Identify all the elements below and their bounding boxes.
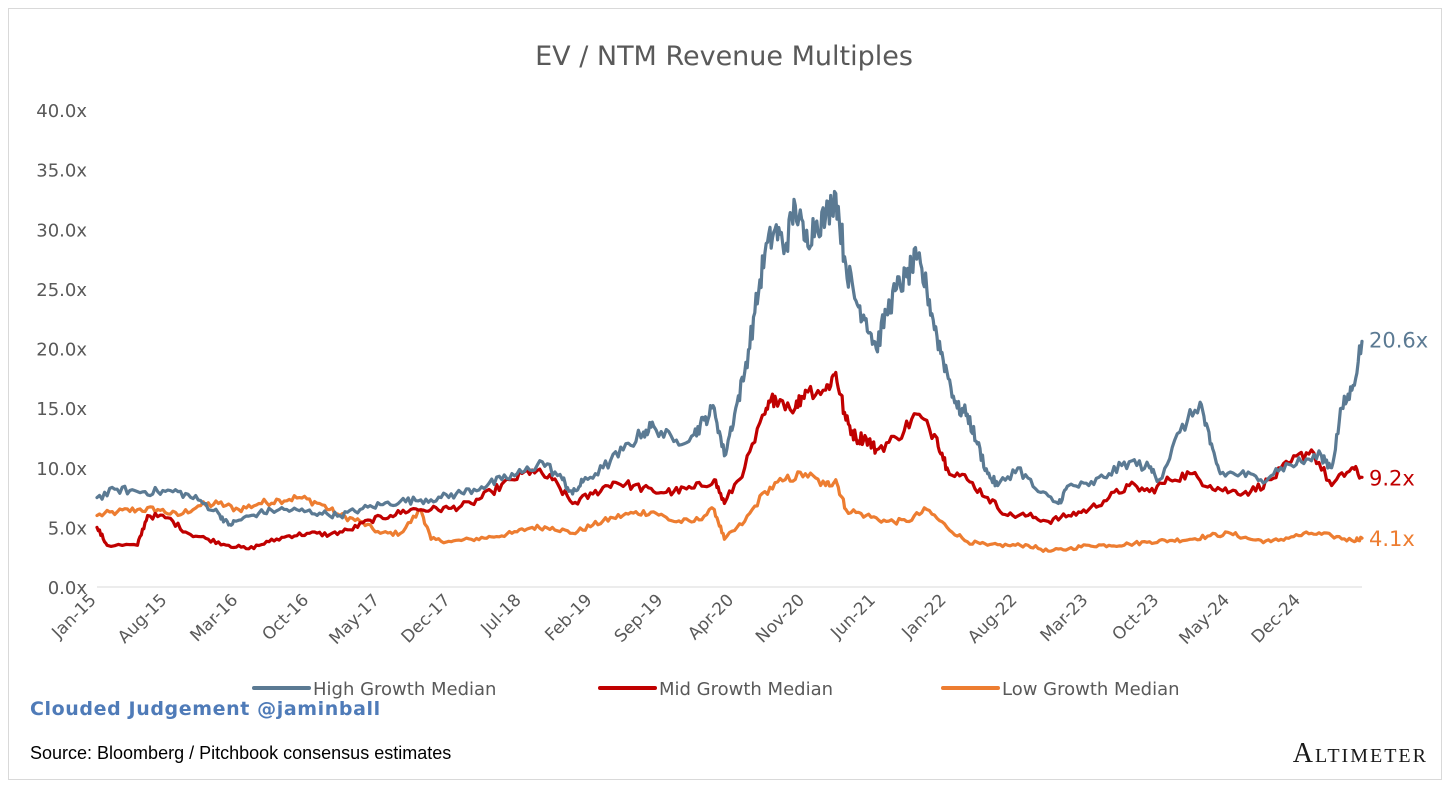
legend-label-2: Low Growth Median [1002, 679, 1180, 700]
y-tick-label: 5.0x [48, 518, 88, 539]
x-tick-label: Mar-16 [187, 590, 243, 646]
end-label-2: 4.1x [1369, 527, 1415, 551]
chart-title: EV / NTM Revenue Multiples [535, 41, 913, 72]
x-tick-label: Jul-18 [477, 590, 526, 639]
source-note: Source: Bloomberg / Pitchbook consensus … [30, 743, 452, 763]
chart-frame [8, 8, 1442, 780]
series-line-2 [95, 470, 1364, 553]
x-tick-label: May-17 [325, 590, 383, 648]
x-tick-label: Feb-19 [541, 590, 596, 645]
brand-logo: Altimeter [1292, 738, 1428, 769]
x-tick-label: Aug-22 [964, 590, 1021, 647]
series-line-0 [95, 189, 1364, 527]
x-tick-label: Aug-15 [114, 590, 171, 647]
x-tick-label: Oct-23 [1109, 590, 1164, 645]
y-tick-label: 0.0x [48, 578, 88, 599]
end-labels: 20.6x 9.2x 4.1x [1369, 328, 1428, 551]
x-axis: Jan-15 Aug-15 Mar-16 Oct-16 May-17 Dec-17 Jul-… [48, 586, 1362, 649]
y-axis: 0.0x 5.0x 10.0x 15.0x 20.0x 25.0x 30.0x 35.0x 40… [36, 101, 87, 599]
x-tick-label: Apr-20 [684, 590, 738, 644]
y-tick-label: 15.0x [36, 399, 87, 420]
legend-label-0: High Growth Median [313, 679, 496, 700]
end-label-1: 9.2x [1369, 466, 1415, 490]
x-tick-label: Nov-20 [752, 590, 809, 647]
y-tick-label: 40.0x [36, 101, 87, 122]
x-tick-label: Dec-17 [398, 590, 455, 647]
series-line-1 [95, 370, 1364, 551]
x-tick-label: Jan-22 [898, 590, 951, 643]
legend-label-1: Mid Growth Median [659, 679, 833, 700]
x-tick-label: Sep-19 [611, 590, 667, 646]
y-tick-label: 20.0x [36, 340, 87, 361]
y-tick-label: 10.0x [36, 459, 87, 480]
y-tick-label: 30.0x [36, 220, 87, 241]
end-label-0: 20.6x [1369, 328, 1428, 352]
x-tick-label: Jun-21 [826, 590, 879, 643]
x-tick-label: May-24 [1176, 590, 1234, 648]
x-tick-label: Dec-24 [1248, 590, 1305, 647]
watermark-text: Clouded Judgement @jaminball [30, 698, 381, 720]
x-tick-label: Mar-23 [1037, 590, 1093, 646]
legend: High Growth Median Mid Growth Median Low G… [252, 679, 1180, 700]
series-lines [95, 189, 1364, 553]
x-tick-label: Oct-16 [258, 590, 313, 645]
y-tick-label: 35.0x [36, 161, 87, 182]
y-tick-label: 25.0x [36, 280, 87, 301]
